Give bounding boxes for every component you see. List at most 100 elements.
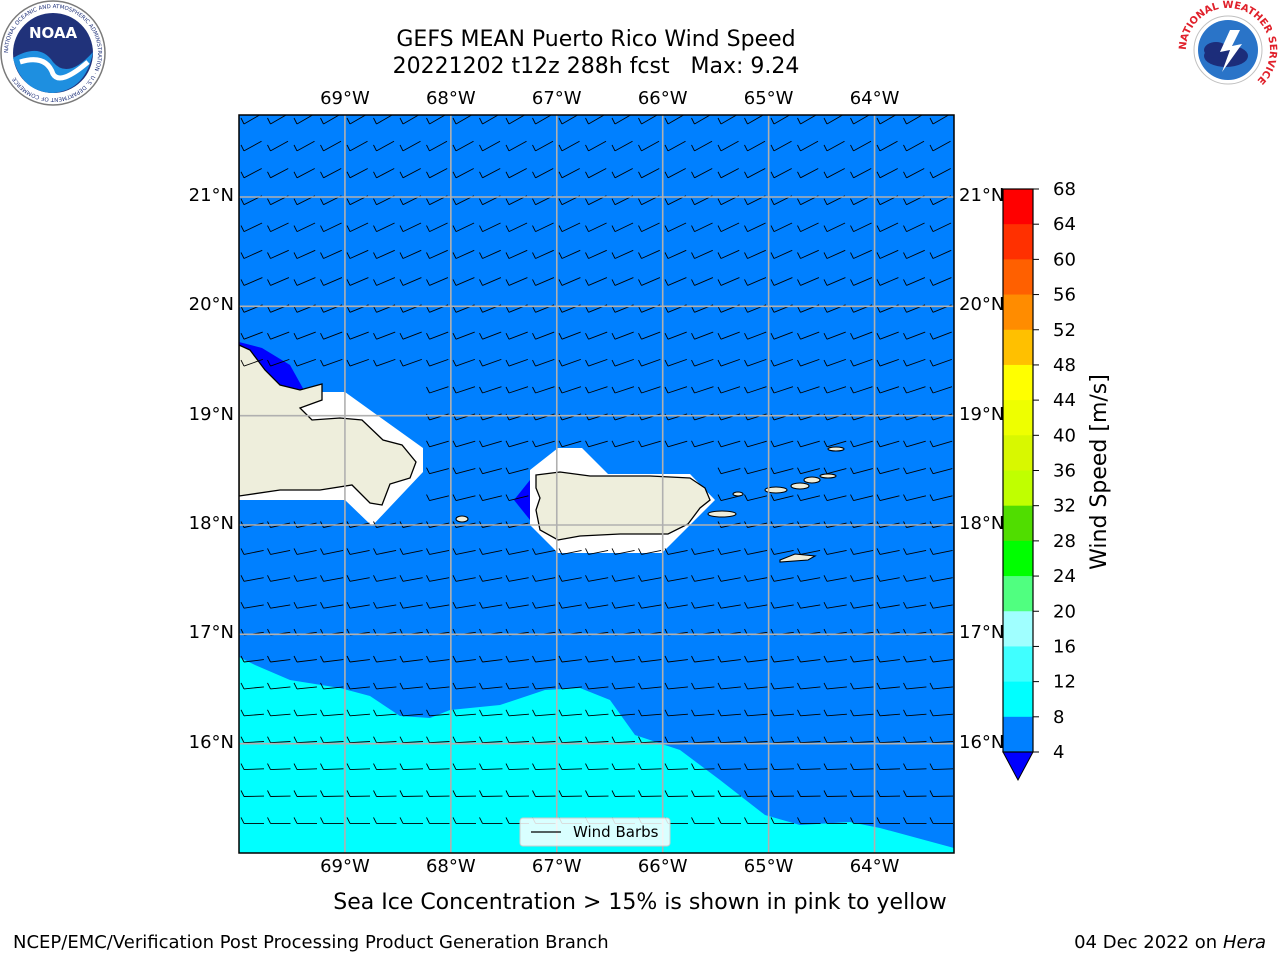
wind-barb-flag xyxy=(929,306,934,313)
wind-barb xyxy=(243,140,262,152)
wind-barb-flag xyxy=(505,198,510,205)
wind-barb xyxy=(535,741,556,744)
wind-barb-flag xyxy=(664,332,669,340)
wind-barb-flag xyxy=(638,279,642,286)
wind-barb xyxy=(667,140,686,152)
wind-barb xyxy=(349,249,369,259)
wind-barb-flag xyxy=(320,655,324,663)
wind-barb-flag xyxy=(426,467,430,474)
wind-barb xyxy=(535,713,556,717)
wind-barb-flag xyxy=(850,736,854,743)
wind-barb xyxy=(323,604,344,609)
wind-barb-flag xyxy=(399,171,404,179)
wind-barb-flag xyxy=(479,117,483,125)
wind-barb xyxy=(720,549,741,555)
wind-barb-flag xyxy=(320,306,324,313)
wind-barb-flag xyxy=(691,171,695,179)
wind-barb xyxy=(402,277,422,286)
wind-barb-flag xyxy=(320,359,324,367)
wind-barb xyxy=(853,222,872,233)
wind-barb xyxy=(720,686,741,690)
wind-barb xyxy=(694,577,715,582)
wind-barb xyxy=(720,604,741,609)
wind-barb-flag xyxy=(346,736,351,743)
wind-barb-flag xyxy=(505,252,510,259)
wind-barb-flag xyxy=(346,548,351,555)
wind-barb-flag xyxy=(929,198,934,205)
wind-barb xyxy=(455,577,476,582)
wind-barb-flag xyxy=(505,682,510,690)
wind-barb xyxy=(826,249,846,259)
wind-barb-flag xyxy=(929,494,934,501)
wind-barb xyxy=(402,549,423,555)
wind-barb-flag xyxy=(373,817,377,824)
wind-barb-flag xyxy=(744,279,748,286)
wind-barb-flag xyxy=(585,790,589,797)
wind-barb xyxy=(694,686,715,690)
wind-barb xyxy=(720,222,740,233)
wind-barb xyxy=(800,168,819,179)
lon-tick-label-top: 65°W xyxy=(743,88,794,109)
lat-tick-label-left: 16°N xyxy=(188,731,234,753)
wind-barb xyxy=(588,249,607,259)
wind-barb-flag xyxy=(479,171,483,179)
wind-barb xyxy=(429,222,448,233)
wind-barb xyxy=(349,604,370,609)
wind-barb-flag xyxy=(611,359,616,367)
wind-barb xyxy=(773,549,794,555)
wind-barb-flag xyxy=(240,252,245,259)
wind-barb-flag xyxy=(823,763,828,770)
wind-barb-flag xyxy=(691,709,695,717)
wind-barb xyxy=(482,168,501,179)
wind-barb-flag xyxy=(929,575,934,582)
wind-barb-flag xyxy=(240,279,245,286)
wind-barb xyxy=(535,686,556,690)
wind-barb xyxy=(800,577,821,582)
wind-barb-flag xyxy=(452,709,457,717)
wind-barb xyxy=(508,495,529,502)
wind-barb-flag xyxy=(823,575,828,582)
wind-barb xyxy=(773,659,794,663)
wind-barb xyxy=(747,659,768,663)
wind-barb-flag xyxy=(797,467,801,474)
wind-barb-flag xyxy=(532,601,536,609)
wind-barb-flag xyxy=(797,198,801,205)
wind-barb-flag xyxy=(426,790,430,797)
wind-barb xyxy=(826,713,847,717)
wind-barb xyxy=(826,686,847,690)
wind-barb-flag xyxy=(797,359,801,367)
wind-barb-flag xyxy=(240,225,245,232)
wind-barb xyxy=(906,549,927,555)
wind-barb-flag xyxy=(744,198,748,205)
wind-barb xyxy=(588,168,607,179)
wind-barb xyxy=(773,277,793,286)
wind-barb xyxy=(323,577,344,582)
wind-barb xyxy=(614,577,635,582)
colorbar-segment xyxy=(1003,576,1033,612)
wind-barb xyxy=(270,713,291,717)
wind-barb xyxy=(826,577,847,582)
wind-barb-flag xyxy=(585,655,589,663)
wind-barb-flag xyxy=(505,440,510,448)
wind-barb xyxy=(932,604,953,609)
wind-barb-flag xyxy=(929,144,934,152)
wind-barb-flag xyxy=(373,198,377,205)
wind-barb-flag xyxy=(797,225,801,232)
wind-barb xyxy=(932,358,952,367)
wind-barb-flag xyxy=(876,601,881,609)
wind-barb-flag xyxy=(426,494,430,501)
wind-barb xyxy=(482,331,502,340)
wind-barb xyxy=(906,331,926,340)
wind-barb-flag xyxy=(929,682,934,690)
wind-barb-flag xyxy=(850,601,854,609)
wind-barb-flag xyxy=(399,279,404,286)
wind-barb-flag xyxy=(373,575,377,582)
wind-barb-legend: Wind Barbs xyxy=(519,817,671,847)
wind-barb xyxy=(932,768,954,771)
wind-barb-flag xyxy=(823,709,828,717)
wind-barb xyxy=(879,686,900,690)
wind-barb-flag xyxy=(346,225,351,232)
wind-barb-flag xyxy=(267,198,271,205)
wind-barb-flag xyxy=(479,817,483,824)
